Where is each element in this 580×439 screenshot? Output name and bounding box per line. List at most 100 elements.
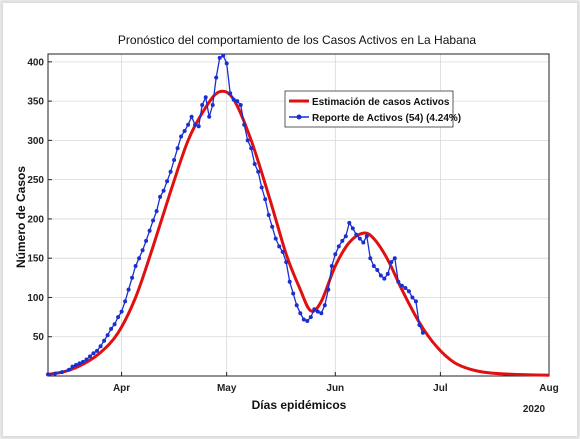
reported-point: [361, 240, 366, 245]
reported-point: [112, 322, 117, 327]
reported-point: [235, 99, 240, 104]
reported-point: [273, 236, 278, 241]
y-tick-label: 50: [33, 332, 45, 343]
reported-point: [294, 303, 299, 308]
reported-point: [333, 252, 338, 257]
reported-point: [133, 264, 138, 268]
reported-point: [347, 220, 352, 225]
axes: 50 100 150 200 250 300 350 400 Apr May Jun Jul Aug: [27, 57, 558, 394]
reported-point: [154, 209, 159, 214]
reported-point: [298, 311, 303, 316]
reported-point: [326, 287, 331, 292]
y-tick-label: 150: [27, 254, 44, 265]
reported-point: [95, 348, 99, 353]
reported-point: [200, 103, 205, 107]
reported-point: [74, 363, 78, 367]
legend-marker-report: [296, 114, 302, 120]
y-tick-label: 200: [27, 214, 44, 225]
reported-point: [280, 249, 285, 254]
chart-title: Pronóstico del comportamiento de los Cas…: [118, 33, 477, 47]
reported-point: [301, 317, 306, 322]
x-tick-label: May: [217, 383, 237, 394]
reported-point: [322, 303, 327, 308]
reported-point: [119, 309, 124, 314]
reported-point: [375, 268, 380, 272]
reported-point: [77, 361, 82, 366]
reported-point: [210, 103, 215, 107]
reported-point: [389, 260, 394, 265]
reported-point: [88, 354, 92, 359]
reported-point: [256, 169, 261, 174]
reported-point: [105, 333, 110, 338]
reported-point: [158, 194, 163, 199]
reported-point: [221, 53, 226, 58]
reported-point: [242, 122, 247, 127]
x-tick-label: Aug: [539, 383, 558, 394]
reported-point: [60, 370, 64, 375]
x-tick-label: Jul: [433, 383, 448, 394]
reported-point: [46, 372, 50, 377]
legend-label-report: Reporte de Activos (54) (4.24%): [312, 113, 461, 124]
legend: Estimación de casos Activos Reporte de A…: [284, 90, 461, 128]
x-axis-label: Días epidémicos: [252, 398, 347, 412]
reported-point: [182, 129, 187, 133]
reported-point: [354, 232, 359, 237]
reported-point: [109, 326, 114, 331]
reported-point: [392, 256, 397, 261]
reported-point: [196, 124, 201, 129]
reported-point: [252, 162, 257, 166]
reported-point: [266, 213, 271, 217]
reported-point: [172, 158, 177, 162]
reported-point: [165, 179, 170, 184]
chart-canvas: 50 100 150 200 250 300 350 400 Apr May Jun Jul Aug P…: [14, 33, 559, 415]
reported-point: [399, 283, 404, 288]
reported-point: [186, 122, 191, 127]
year-label: 2020: [523, 404, 546, 415]
reported-point: [81, 359, 85, 364]
reported-point: [193, 122, 198, 127]
reported-point: [340, 238, 345, 243]
estimate-curve: [47, 89, 550, 377]
reported-point: [207, 114, 212, 119]
y-tick-label: 100: [27, 293, 44, 304]
reported-point: [308, 315, 313, 320]
y-tick-label: 300: [27, 136, 44, 147]
reported-point: [249, 146, 254, 151]
reported-point: [396, 279, 401, 284]
reported-point: [385, 271, 390, 276]
reported-point: [98, 344, 103, 349]
series-layer: [46, 53, 550, 377]
reported-point: [84, 357, 89, 362]
reported-point: [291, 291, 296, 296]
reported-point: [270, 224, 275, 229]
reported-point: [350, 226, 355, 231]
reported-point: [368, 256, 373, 261]
reported-point: [287, 279, 292, 284]
legend-box: [284, 90, 454, 128]
chart-frame: 50 100 150 200 250 300 350 400 Apr May Jun Jul Aug P…: [3, 3, 577, 436]
reported-point: [259, 185, 264, 190]
reported-point: [217, 55, 222, 60]
reported-point: [329, 264, 334, 268]
y-tick-label: 250: [27, 175, 44, 186]
plot-area: [47, 53, 550, 377]
reported-point: [245, 138, 250, 143]
reported-point: [102, 338, 107, 343]
reported-point: [410, 295, 415, 300]
reported-point: [91, 351, 96, 356]
reported-point: [312, 307, 317, 312]
reported-point: [53, 371, 57, 376]
reported-point: [67, 367, 71, 372]
reported-point: [151, 218, 156, 223]
y-tick-label: 350: [27, 97, 44, 108]
reported-point: [203, 95, 208, 100]
reported-point: [137, 256, 142, 261]
reported-point: [130, 275, 135, 280]
reported-point: [214, 75, 219, 80]
reported-point: [364, 234, 369, 239]
reported-point: [189, 114, 194, 119]
reported-point: [175, 146, 180, 151]
reported-point: [231, 97, 236, 102]
reported-point: [228, 91, 233, 96]
reported-point: [168, 169, 173, 174]
